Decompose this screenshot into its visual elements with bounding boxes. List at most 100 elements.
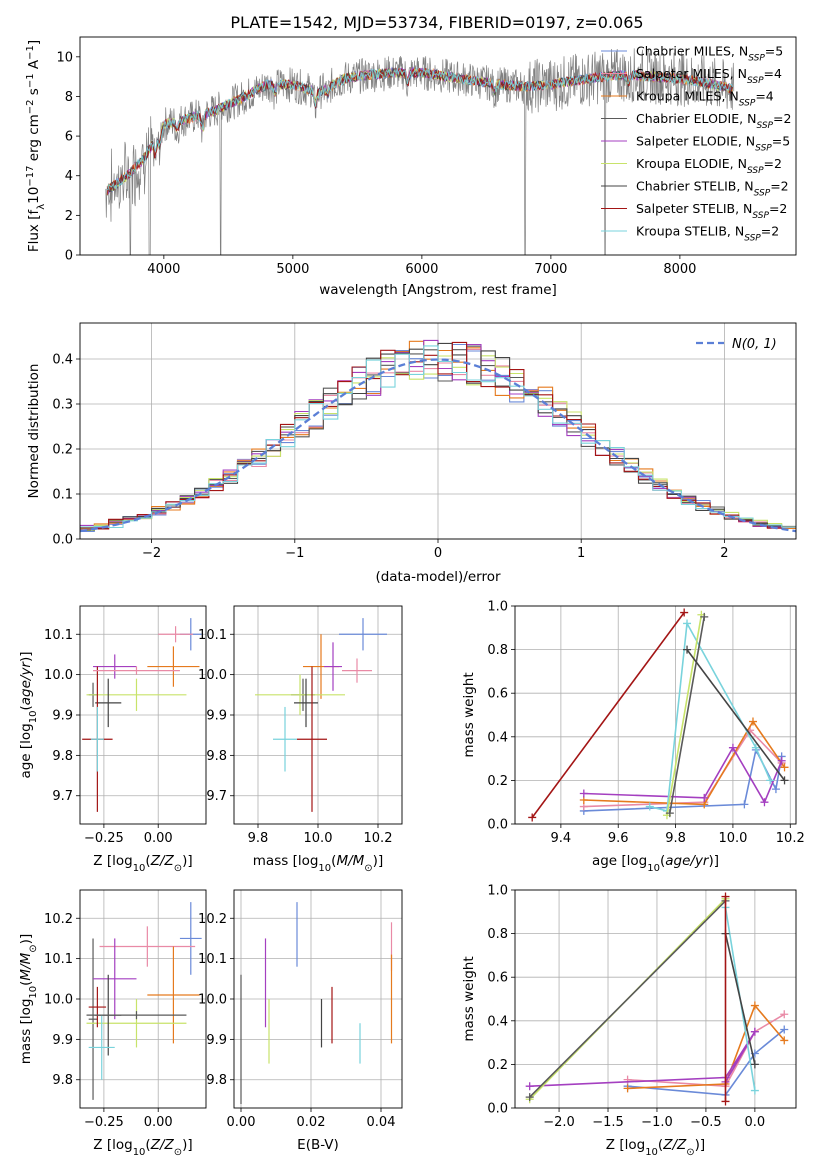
y-tick-label: 0.4 [487, 730, 508, 745]
weight-marker [665, 809, 674, 818]
y-tick-label: 10.0 [198, 668, 227, 683]
axes-frame [233, 889, 403, 1109]
x-axis-label: wavelength [Angstrom, rest frame] [319, 282, 557, 298]
x-tick-label: 0.00 [227, 1115, 256, 1130]
legend-label: Salpeter MILES, NSSP=4 [636, 66, 782, 86]
weight-marker [766, 776, 775, 785]
weight-marker [748, 717, 757, 726]
label-part: ⊙ [174, 863, 182, 874]
x-axis-label: Z [log10(Z/Z⊙)] [606, 1137, 705, 1158]
model-spectrum-kroupa-elodie [106, 67, 733, 196]
x-tick-label: 0.02 [297, 1115, 326, 1130]
label-part: s [26, 88, 42, 99]
weight-marker [525, 1093, 534, 1102]
y-tick-label: 0.2 [487, 1058, 508, 1073]
y-tick-label: 1.0 [487, 600, 508, 615]
weight-marker [777, 756, 786, 765]
legend-sub: SSP [739, 99, 756, 109]
y-axis-label: age [log10(age/yr)] [18, 651, 39, 778]
x-tick-label: 0.00 [144, 831, 173, 846]
legend-label: Kroupa ELODIE, NSSP=2 [636, 156, 782, 176]
y-tick-label: 9.8 [206, 1073, 227, 1088]
label-part: Z/Z [150, 853, 175, 869]
legend-text: =4 [764, 66, 782, 81]
y-tick-label: 10.1 [44, 952, 73, 967]
label-part: A [26, 59, 42, 73]
weight-line-kroupa-stelib [649, 620, 771, 812]
y-tick-label: 0.0 [487, 818, 508, 833]
legend-text: =5 [765, 44, 783, 59]
weight-marker [528, 813, 537, 822]
y-tick-label: 9.9 [206, 709, 227, 724]
label-part: age [log [18, 723, 34, 778]
label-part: ⊙ [28, 944, 39, 952]
label-part: −2 [25, 99, 36, 114]
y-tick-label: 0.6 [487, 687, 508, 702]
weight-line-salpeter-elodie [583, 746, 783, 804]
y-axis-label: mass weight [461, 956, 477, 1041]
legend-label: Chabrier STELIB, NSSP=2 [636, 179, 789, 199]
weight-marker [760, 798, 769, 807]
label-part: ⊙ [174, 1147, 182, 1158]
axes-frame [79, 605, 207, 825]
y-tick-label: 6 [65, 130, 73, 145]
legend-sub: SSP [756, 121, 773, 131]
x-tick-label: 0.00 [144, 1115, 173, 1130]
x-tick-label: 0 [434, 546, 442, 561]
weight-line-kroupa-miles [627, 1003, 785, 1090]
label-part: Flux [f [26, 209, 42, 253]
label-part: 10 [133, 1147, 146, 1158]
y-tick-label: 10.2 [44, 912, 73, 927]
weight-marker [780, 763, 789, 772]
model-spectrum-salpeter-elodie [106, 66, 733, 195]
y-tick-label: 2 [65, 209, 73, 224]
y-axis-label: Flux [fλ10−17 erg cm−2 s−1 A−1] [25, 40, 47, 252]
weight-line-salpeter-elodie [529, 1031, 756, 1087]
label-part: Z [log [93, 1137, 132, 1153]
label-part: )] [182, 853, 193, 869]
label-part: ( [18, 981, 34, 986]
y-tick-label: 10.0 [44, 668, 73, 683]
y-tick-label: 0.2 [487, 774, 508, 789]
axes-frame [514, 605, 797, 825]
label-part: ( [145, 1137, 150, 1153]
legend-sub: SSP [752, 211, 769, 221]
y-tick-label: 8 [65, 90, 73, 105]
legend-text: =2 [761, 224, 779, 239]
legend-label: Kroupa STELIB, NSSP=2 [636, 224, 779, 244]
y-tick-label: 10.0 [198, 993, 227, 1008]
x-axis-label: Z [log10(Z/Z⊙)] [93, 853, 192, 874]
weight-marker [700, 793, 709, 802]
label-part: age [log [592, 853, 647, 869]
weight-marker [751, 743, 760, 752]
x-tick-label: 9.8 [665, 831, 686, 846]
y-tick-label: 10.2 [198, 912, 227, 927]
x-tick-label: 6000 [405, 262, 438, 277]
plot-area [80, 339, 796, 533]
x-tick-label: 2 [720, 546, 728, 561]
model-spectrum-kroupa-miles [106, 67, 733, 192]
y-tick-label: 0.0 [52, 533, 73, 548]
y-tick-label: 4 [65, 169, 73, 184]
label-part: ( [660, 853, 665, 869]
mass-age-panel: 9.8 10.0 10.2 9.7 9.8 9.9 10.0 10.1 mass [log10(… [198, 605, 403, 874]
legend-text: =2 [773, 111, 791, 126]
y-tick-label: 9.8 [52, 1073, 73, 1088]
model-spectrum-kroupa-stelib [106, 66, 733, 191]
axes-frame [233, 605, 403, 825]
legend-sub: SSP [748, 54, 765, 64]
legend-text: =2 [770, 179, 788, 194]
legend-sub: SSP [744, 234, 761, 244]
x-tick-label: −2 [142, 546, 161, 561]
legend-sub: SSP [747, 166, 764, 176]
y-tick-label: 9.7 [206, 789, 227, 804]
label-part: 10 [133, 863, 146, 874]
y-tick-label: 10.0 [44, 993, 73, 1008]
label-part: −1 [25, 73, 36, 88]
plot-area [105, 48, 735, 255]
weight-marker [683, 645, 692, 654]
y-tick-label: 10 [56, 50, 73, 65]
axes-frame [514, 889, 797, 1109]
weight-line-chabrier-elodie [529, 900, 727, 1098]
legend-sub: SSP [754, 189, 771, 199]
